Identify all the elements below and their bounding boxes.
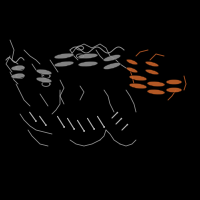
Ellipse shape	[78, 53, 98, 59]
Ellipse shape	[126, 59, 138, 65]
Ellipse shape	[166, 79, 182, 84]
Ellipse shape	[78, 61, 98, 67]
Ellipse shape	[145, 69, 159, 75]
Ellipse shape	[103, 63, 121, 69]
Ellipse shape	[103, 55, 121, 61]
Ellipse shape	[145, 61, 159, 67]
Ellipse shape	[129, 83, 147, 89]
Ellipse shape	[166, 87, 182, 92]
Ellipse shape	[147, 89, 165, 95]
Ellipse shape	[129, 75, 147, 81]
Ellipse shape	[11, 73, 25, 79]
Ellipse shape	[54, 53, 74, 59]
Ellipse shape	[36, 69, 52, 75]
Ellipse shape	[36, 77, 52, 83]
Ellipse shape	[54, 61, 74, 67]
Ellipse shape	[147, 81, 165, 87]
Ellipse shape	[11, 65, 25, 71]
Ellipse shape	[126, 67, 138, 73]
